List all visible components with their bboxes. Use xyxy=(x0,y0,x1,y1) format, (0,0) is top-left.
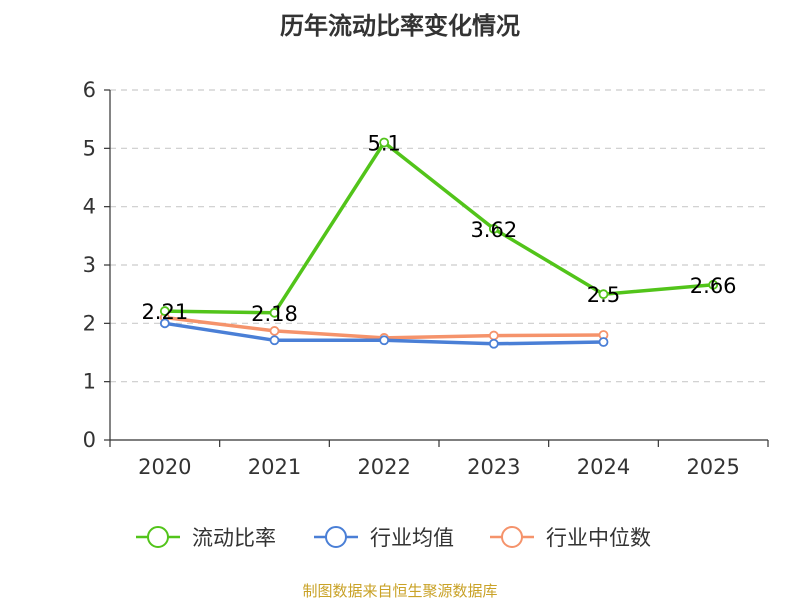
data-point xyxy=(488,223,499,234)
data-point xyxy=(379,137,390,148)
legend-label: 流动比率 xyxy=(192,526,276,550)
data-point xyxy=(159,306,170,316)
x-tick-label: 2021 xyxy=(248,455,301,479)
data-point xyxy=(598,289,609,300)
legend: 流动比率 行业均值 行业中位数 xyxy=(136,526,651,550)
series-line xyxy=(164,140,714,315)
data-label: 2.21 xyxy=(141,300,188,324)
legend-marker xyxy=(501,526,523,548)
y-tick-label: 0 xyxy=(83,428,96,452)
y-tick-label: 1 xyxy=(83,370,96,394)
axes: 0 1 2 3 4 5 6 2020 2021 2022 2023 2024 2025 xyxy=(83,78,769,479)
data-point xyxy=(708,279,719,290)
y-tick-label: 3 xyxy=(83,253,96,277)
legend-label: 行业中位数 xyxy=(546,526,651,550)
legend-marker xyxy=(325,526,347,548)
legend-label: 行业均值 xyxy=(370,526,454,550)
y-tick-label: 2 xyxy=(83,311,96,335)
x-tick-label: 2025 xyxy=(686,455,739,479)
legend-marker xyxy=(147,526,169,548)
x-tick-label: 2022 xyxy=(357,455,410,479)
data-point xyxy=(269,326,280,336)
data-labels: 2.21 2.18 5.1 3.62 2.5 2.66 xyxy=(141,132,736,326)
data-point xyxy=(488,338,499,349)
y-tick-label: 5 xyxy=(83,136,96,160)
data-label: 5.1 xyxy=(367,132,400,156)
data-point xyxy=(269,307,280,318)
data-point xyxy=(269,335,280,346)
x-tick-label: 2020 xyxy=(138,455,191,479)
data-label: 2.66 xyxy=(690,274,737,298)
data-label: 2.18 xyxy=(251,302,298,326)
data-label: 3.62 xyxy=(470,218,517,242)
y-tick-label: 4 xyxy=(83,195,96,219)
x-tick-label: 2024 xyxy=(577,455,630,479)
data-point xyxy=(488,330,499,341)
data-point xyxy=(159,318,170,329)
series-lines xyxy=(159,137,719,349)
data-label: 2.5 xyxy=(587,283,620,307)
chart-title: 历年流动比率变化情况 xyxy=(280,12,520,40)
source-note: 制图数据来自恒生聚源数据库 xyxy=(302,582,497,600)
x-tick-label: 2023 xyxy=(467,455,520,479)
y-tick-label: 6 xyxy=(83,78,96,102)
data-point xyxy=(598,337,609,347)
data-point xyxy=(379,335,390,346)
